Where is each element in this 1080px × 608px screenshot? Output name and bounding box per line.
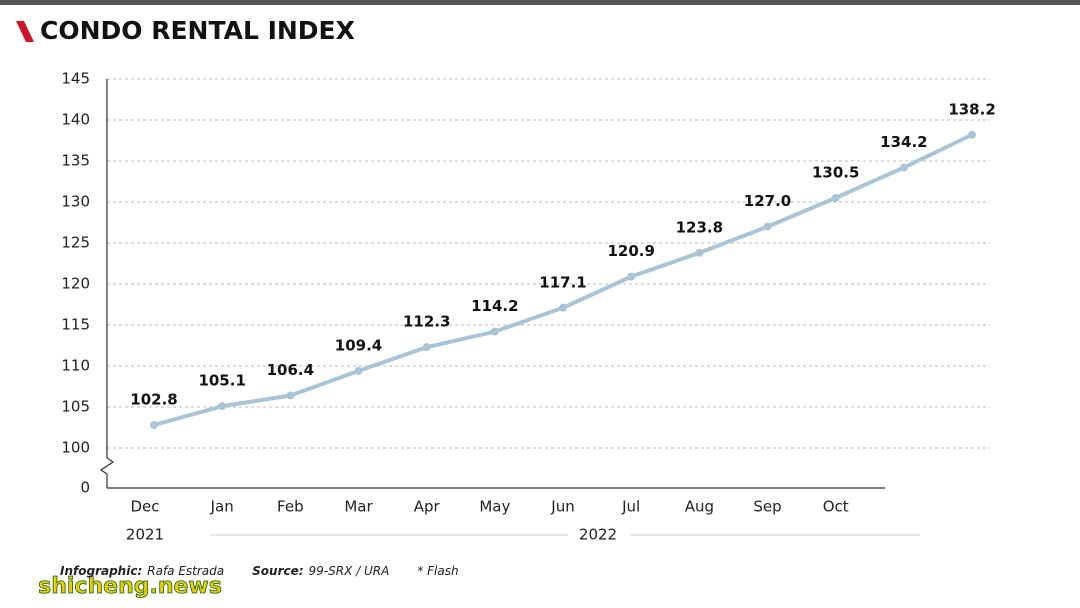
y-tick-label: 110 — [61, 357, 90, 375]
data-label: 123.8 — [676, 218, 723, 236]
data-label: 134.2 — [880, 133, 927, 151]
data-label: 106.4 — [267, 361, 314, 379]
data-label: 102.8 — [130, 391, 177, 409]
title-icon — [16, 21, 34, 42]
point — [627, 272, 636, 281]
top-strip — [0, 0, 1080, 5]
point — [286, 391, 295, 400]
data-label: 127.0 — [744, 192, 791, 210]
point — [763, 222, 772, 231]
chart-title: CONDO RENTAL INDEX — [40, 16, 355, 45]
x-tick-label: Sep — [753, 498, 781, 516]
x-tick-label: Jan — [210, 498, 234, 516]
x-tick-label: Oct — [823, 498, 849, 516]
data-label: 117.1 — [539, 273, 586, 291]
point — [150, 421, 158, 430]
point — [695, 248, 704, 257]
x-tick-label: Mar — [344, 498, 373, 516]
credit-key: Source: — [252, 564, 303, 578]
data-label: 109.4 — [335, 336, 382, 354]
y-tick-label: 140 — [61, 111, 90, 129]
y-tick-label: 105 — [61, 398, 90, 416]
note: * Flash — [417, 564, 458, 578]
x-tick-label: Dec — [130, 498, 159, 516]
y-tick-label: 130 — [61, 193, 90, 211]
y-tick-label: 0 — [80, 479, 90, 497]
x-tick-label: Jun — [550, 498, 574, 516]
point — [490, 327, 499, 336]
y-tick-label: 135 — [61, 152, 90, 170]
credit-text: Rafa Estrada — [147, 564, 224, 578]
data-label: 130.5 — [812, 163, 859, 181]
year-label: 2022 — [579, 526, 617, 544]
data-label: 105.1 — [198, 372, 245, 390]
point — [831, 193, 840, 202]
credit-text: 99-SRX / URA — [309, 564, 390, 578]
x-tick-label: Apr — [414, 498, 441, 516]
y-tick-label: 145 — [61, 70, 90, 88]
point — [968, 130, 977, 139]
data-label: 112.3 — [403, 313, 450, 331]
x-tick-label: May — [479, 498, 510, 516]
data-label: 114.2 — [471, 297, 518, 315]
year-label: 2021 — [126, 526, 164, 544]
point — [218, 402, 227, 411]
y-tick-label: 125 — [61, 234, 90, 252]
y-tick-label: 100 — [61, 439, 90, 457]
point — [354, 366, 363, 375]
point — [899, 163, 908, 172]
point — [559, 303, 568, 312]
data-label: 138.2 — [948, 100, 995, 118]
y-tick-label: 120 — [61, 275, 90, 293]
data-label: 120.9 — [607, 242, 654, 260]
credit-key: Infographic: — [60, 564, 142, 578]
x-tick-label: Feb — [277, 498, 304, 516]
credits: Infographic: Rafa Estrada Source: 99-SRX / … — [60, 564, 459, 578]
x-tick-label: Aug — [685, 498, 714, 516]
y-tick-label: 115 — [61, 316, 90, 334]
point — [422, 343, 431, 352]
watermark: shicheng.news — [38, 574, 222, 599]
x-tick-label: Jul — [621, 498, 640, 516]
axis-break — [99, 457, 115, 475]
